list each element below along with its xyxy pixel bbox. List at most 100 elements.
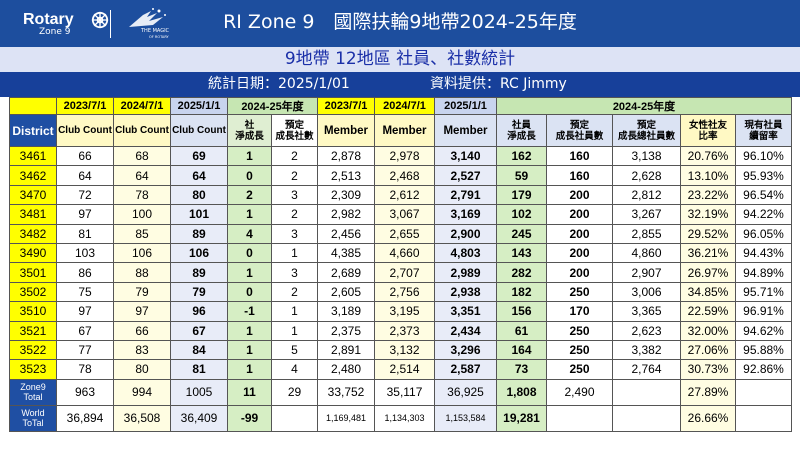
member-2024-cell: 2,655	[374, 223, 435, 244]
table-row: 3481 97 100 101 1 2 2,982 3,067 3,169 102 200 3,267…	[9, 204, 793, 225]
member-2025-cell: 2,434	[434, 320, 497, 341]
member-2025-cell: 2,527	[434, 165, 497, 186]
total-rows: Zone9 Total 963 994 1005 11 29 33,752 35,117 36,…	[9, 378, 793, 432]
member-2025-cell: 2,938	[434, 281, 497, 303]
female-ratio-cell: 13.10%	[680, 165, 736, 186]
member-2024-cell: 3,067	[374, 204, 435, 225]
female-ratio-cell: 23.22%	[680, 184, 736, 206]
group-header-2023: 2023/7/1	[56, 97, 114, 115]
member-total-plan-cell: 2,764	[612, 359, 681, 380]
club-count-2023-cell: 75	[56, 281, 114, 303]
club-plan-cell: 4	[271, 359, 318, 380]
member-net-cell: 164	[496, 339, 547, 361]
magic-logo-line2: OF ROTARY	[149, 35, 169, 39]
group-header-member-2024: 2024/7/1	[374, 97, 435, 115]
female-ratio-cell: 34.85%	[680, 281, 736, 303]
total-label-cell: World ToTal	[9, 404, 57, 432]
district-cell: 3502	[9, 281, 57, 303]
female-ratio-cell: 36.21%	[680, 242, 736, 264]
member-total-plan-cell: 3,365	[612, 301, 681, 322]
club-count-2025-cell: 67	[170, 320, 228, 341]
club-count-2024-cell: 994	[113, 378, 171, 406]
col-retention: 現有社員 續留率	[734, 114, 793, 147]
membership-table: 2023/7/1 2024/7/1 2025/1/1 2024-25年度 202…	[9, 97, 793, 432]
club-plan-cell: 2	[271, 281, 318, 303]
club-count-2025-cell: 106	[170, 242, 228, 264]
club-count-2023-cell: 64	[56, 165, 114, 186]
table-row: 3490 103 106 106 0 1 4,385 4,660 4,803 143 200 4,86…	[9, 242, 793, 264]
table-row: 3522 77 83 84 1 5 2,891 3,132 3,296 164 250 3,382 27…	[9, 339, 793, 361]
member-2023-cell: 2,878	[317, 145, 375, 167]
club-count-2023-cell: 72	[56, 184, 114, 206]
member-plan-cell	[546, 404, 613, 432]
member-2025-cell: 2,989	[434, 262, 497, 283]
member-2024-cell: 4,660	[374, 242, 435, 264]
rotary-logo-word: Rotary	[23, 11, 74, 28]
retention-cell: 95.88%	[734, 339, 793, 361]
col-club-count-2023: Club Count	[56, 114, 114, 147]
member-plan-cell: 250	[546, 359, 613, 380]
club-net-cell: 0	[227, 165, 272, 186]
member-total-plan-cell: 3,382	[612, 339, 681, 361]
member-net-cell: 179	[496, 184, 547, 206]
member-2023-cell: 2,982	[317, 204, 375, 225]
member-2024-cell: 3,195	[374, 301, 435, 322]
club-count-2023-cell: 81	[56, 223, 114, 244]
retention-cell: 94.43%	[734, 242, 793, 264]
rotary-logo: Rotary Zone 9	[23, 9, 109, 41]
member-plan-cell: 160	[546, 145, 613, 167]
retention-cell: 95.71%	[734, 281, 793, 303]
club-count-2024-cell: 68	[113, 145, 171, 167]
member-2023-cell: 2,309	[317, 184, 375, 206]
member-total-plan-cell: 4,860	[612, 242, 681, 264]
district-cell: 3521	[9, 320, 57, 341]
club-plan-cell: 3	[271, 223, 318, 244]
info-band: 統計日期：2025/1/01 資料提供：RC Jimmy	[0, 72, 800, 97]
zone-total-row: Zone9 Total 963 994 1005 11 29 33,752 35,117 36,…	[9, 378, 793, 406]
club-count-2025-cell: 79	[170, 281, 228, 303]
club-count-2023-cell: 77	[56, 339, 114, 361]
member-total-plan-cell: 2,623	[612, 320, 681, 341]
member-2025-cell: 4,803	[434, 242, 497, 264]
retention-cell	[734, 404, 793, 432]
member-2024-cell: 1,134,303	[374, 404, 435, 432]
club-plan-cell: 3	[271, 184, 318, 206]
group-header-blank	[9, 97, 57, 115]
club-count-2023-cell: 963	[56, 378, 114, 406]
member-plan-cell: 200	[546, 242, 613, 264]
female-ratio-cell: 32.00%	[680, 320, 736, 341]
club-net-cell: 0	[227, 281, 272, 303]
member-total-plan-cell	[612, 404, 681, 432]
club-count-2023-cell: 97	[56, 301, 114, 322]
member-plan-cell: 250	[546, 339, 613, 361]
member-net-cell: 1,808	[496, 378, 547, 406]
club-net-cell: 2	[227, 184, 272, 206]
page-title: RI Zone 9 國際扶輪9地帶2024-25年度	[223, 11, 577, 33]
club-count-2025-cell: 96	[170, 301, 228, 322]
member-plan-cell: 250	[546, 281, 613, 303]
member-plan-cell: 160	[546, 165, 613, 186]
member-2025-cell: 3,140	[434, 145, 497, 167]
member-net-cell: 102	[496, 204, 547, 225]
district-cell: 3481	[9, 204, 57, 225]
member-2023-cell: 2,456	[317, 223, 375, 244]
club-net-cell: 0	[227, 242, 272, 264]
club-count-2023-cell: 36,894	[56, 404, 114, 432]
member-2025-cell: 2,900	[434, 223, 497, 244]
col-district: District	[9, 114, 57, 147]
member-2023-cell: 2,375	[317, 320, 375, 341]
table-row: 3461 66 68 69 1 2 2,878 2,978 3,140 162 160 3,138 20…	[9, 145, 793, 167]
club-count-2024-cell: 100	[113, 204, 171, 225]
member-total-plan-cell: 3,138	[612, 145, 681, 167]
district-cell: 3501	[9, 262, 57, 283]
member-2025-cell: 3,169	[434, 204, 497, 225]
group-header-row: 2023/7/1 2024/7/1 2025/1/1 2024-25年度 202…	[9, 97, 793, 115]
district-rows: 3461 66 68 69 1 2 2,878 2,978 3,140 162 160 3,138 20…	[9, 145, 793, 380]
member-total-plan-cell: 2,855	[612, 223, 681, 244]
club-count-2024-cell: 79	[113, 281, 171, 303]
club-count-2025-cell: 81	[170, 359, 228, 380]
table-row: 3501 86 88 89 1 3 2,689 2,707 2,989 282 200 2,907 26…	[9, 262, 793, 283]
member-total-plan-cell: 2,628	[612, 165, 681, 186]
district-cell: 3522	[9, 339, 57, 361]
statistics-date: 統計日期：2025/1/01	[208, 76, 350, 92]
